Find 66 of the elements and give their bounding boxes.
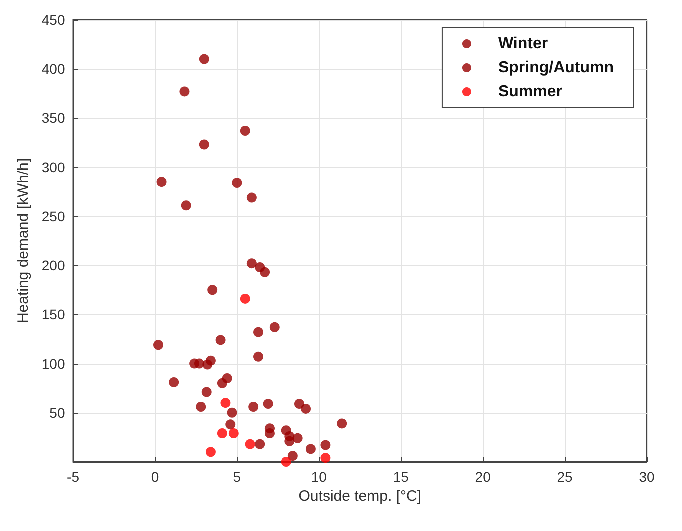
point — [281, 457, 292, 467]
point — [156, 177, 167, 188]
point — [227, 408, 238, 418]
y-tick-label: 400 — [42, 61, 66, 78]
y-tick-label: 200 — [42, 258, 66, 274]
point — [220, 398, 231, 408]
point — [199, 140, 210, 150]
point — [226, 420, 236, 430]
point — [294, 399, 304, 410]
point — [199, 54, 210, 64]
point — [208, 285, 218, 296]
x-tick-label: 5 — [233, 469, 242, 485]
point — [263, 399, 274, 410]
y-tick-label: 300 — [42, 159, 66, 176]
y-tick-label: 350 — [42, 110, 66, 126]
point — [301, 404, 312, 414]
legend-label: Spring/Autumn — [498, 60, 614, 76]
x-tick-label: -5 — [67, 469, 80, 485]
x-tick-label: 20 — [475, 469, 492, 485]
point — [292, 433, 303, 444]
point — [202, 387, 212, 398]
y-tick-label: 450 — [42, 12, 66, 28]
point — [246, 192, 257, 203]
point — [270, 322, 280, 332]
point — [337, 418, 348, 429]
legend-label: Winter — [498, 36, 548, 52]
x-tick-label: 0 — [151, 469, 160, 485]
y-tick-label: 250 — [42, 208, 66, 224]
point — [217, 428, 228, 439]
x-tick-label: 30 — [639, 469, 655, 485]
point — [264, 428, 275, 439]
x-tick-label: 10 — [311, 469, 328, 485]
x-axis-title: Outside temp. [°C] — [298, 488, 422, 505]
point — [196, 402, 206, 412]
y-axis-title: Heating demand [kWh/h] — [15, 158, 32, 324]
point — [254, 352, 264, 362]
point — [169, 377, 180, 388]
point — [306, 444, 316, 454]
point — [216, 335, 226, 346]
point — [222, 374, 232, 384]
x-tick-label: 15 — [393, 469, 410, 485]
point — [288, 451, 298, 462]
x-tick-label: 25 — [557, 469, 574, 485]
point — [240, 126, 250, 136]
point — [254, 327, 264, 338]
point — [232, 178, 242, 188]
point — [206, 356, 216, 366]
point — [248, 402, 259, 412]
point — [228, 428, 239, 439]
y-tick-label: 100 — [42, 356, 66, 372]
point — [320, 453, 331, 464]
y-tick-label: 150 — [42, 306, 66, 323]
legend-label: Summer — [498, 84, 562, 100]
point — [246, 258, 257, 269]
point — [180, 86, 190, 97]
point — [245, 439, 256, 450]
point — [154, 340, 164, 350]
point — [260, 267, 270, 278]
point — [206, 447, 216, 458]
point — [255, 439, 266, 450]
point — [320, 440, 331, 450]
point — [240, 294, 250, 304]
y-tick-label: 50 — [50, 404, 66, 421]
point — [194, 358, 204, 369]
point — [181, 200, 192, 211]
point — [284, 436, 295, 446]
